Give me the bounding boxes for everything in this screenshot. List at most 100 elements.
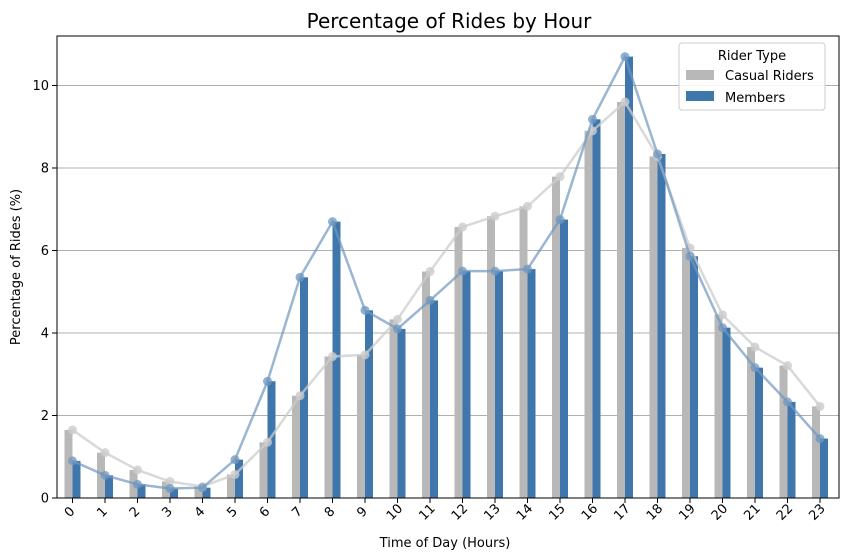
- x-tick-label: 23: [806, 501, 828, 523]
- bar-casual-22: [779, 365, 788, 498]
- x-tick-label: 11: [416, 501, 438, 523]
- x-tick-label: 8: [322, 504, 338, 520]
- members-point-21: [750, 363, 760, 373]
- bar-members-8: [332, 221, 341, 498]
- casual-point-12: [458, 222, 467, 232]
- bar-members-4: [202, 487, 211, 498]
- bar-casual-20: [714, 314, 723, 498]
- bar-casual-13: [487, 216, 495, 498]
- bar-casual-19: [682, 248, 690, 498]
- legend: Rider Type Casual Riders Members: [678, 42, 826, 111]
- bar-casual-0: [64, 429, 73, 498]
- x-tick-label: 2: [127, 504, 143, 520]
- bar-casual-5: [227, 474, 235, 498]
- members-point-18: [653, 149, 662, 159]
- members-point-19: [685, 251, 695, 261]
- casual-point-5: [230, 469, 240, 479]
- y-tick-label: 6: [41, 244, 49, 259]
- x-tick-label: 20: [709, 501, 731, 523]
- bars: [64, 56, 828, 499]
- bar-casual-15: [552, 176, 560, 498]
- bar-casual-16: [584, 130, 593, 498]
- bar-members-13: [495, 271, 503, 498]
- x-tick-label: 9: [354, 504, 370, 520]
- x-tick-label: 6: [257, 504, 273, 520]
- casual-point-1: [100, 448, 110, 458]
- members-point-22: [783, 397, 792, 407]
- casual-point-7: [295, 391, 305, 401]
- x-tick-label: 4: [192, 504, 208, 520]
- y-tick-label: 0: [41, 492, 49, 507]
- bar-members-19: [690, 256, 698, 498]
- bar-casual-10: [389, 319, 398, 498]
- bar-members-6: [267, 381, 276, 498]
- members-point-2: [133, 479, 142, 489]
- y-tick-label: 4: [41, 327, 49, 342]
- casual-point-2: [133, 465, 142, 475]
- y-tick-label: 10: [32, 79, 49, 94]
- bar-members-10: [397, 328, 406, 498]
- casual-point-13: [490, 211, 500, 221]
- x-tick-label: 1: [94, 504, 110, 520]
- x-tick-label: 19: [676, 501, 698, 523]
- y-axis-label: Percentage of Rides (%): [9, 189, 24, 345]
- bar-casual-23: [812, 406, 820, 498]
- members-point-17: [620, 52, 630, 62]
- members-point-23: [815, 434, 825, 444]
- y-tick-label: 2: [41, 409, 49, 424]
- x-tick-label: 5: [224, 504, 240, 520]
- members-point-20: [718, 323, 727, 333]
- legend-label-members: Members: [725, 91, 785, 106]
- bar-members-9: [365, 310, 373, 498]
- members-point-5: [230, 455, 240, 465]
- bar-members-14: [527, 269, 536, 498]
- bar-members-2: [137, 484, 146, 498]
- x-tick-label: 15: [546, 501, 568, 523]
- trend-lines: [68, 52, 825, 494]
- members-point-7: [295, 272, 305, 282]
- members-point-4: [198, 483, 207, 493]
- bar-casual-21: [747, 347, 755, 498]
- bar-casual-9: [357, 354, 365, 498]
- y-tick-label: 8: [41, 162, 49, 177]
- casual-point-21: [750, 342, 760, 352]
- bar-members-1: [105, 475, 113, 498]
- bar-casual-8: [324, 356, 333, 498]
- x-tick-label: 22: [774, 501, 796, 523]
- bar-members-15: [560, 219, 568, 498]
- x-tick-label: 18: [644, 501, 666, 523]
- casual-point-6: [263, 437, 272, 447]
- members-point-8: [328, 217, 337, 227]
- bar-casual-11: [422, 271, 430, 498]
- casual-point-0: [68, 425, 77, 435]
- members-point-6: [263, 376, 272, 386]
- x-tick-label: 21: [741, 501, 763, 523]
- x-tick-label: 12: [449, 501, 471, 523]
- x-tick-label: 17: [611, 501, 633, 523]
- bar-members-0: [72, 460, 81, 498]
- chart-title: Percentage of Rides by Hour: [307, 9, 593, 33]
- legend-label-casual: Casual Riders: [725, 69, 814, 84]
- bar-members-22: [787, 401, 796, 498]
- bar-casual-6: [259, 442, 268, 498]
- bar-casual-17: [617, 102, 625, 498]
- x-tick-label: 16: [579, 501, 601, 523]
- members-point-0: [68, 456, 77, 466]
- casual-point-11: [425, 267, 435, 277]
- plot-frame: [56, 35, 840, 499]
- x-tick-label: 3: [159, 504, 175, 520]
- bar-members-11: [430, 300, 438, 498]
- bar-casual-12: [454, 226, 463, 499]
- casual-point-3: [165, 477, 175, 486]
- bar-members-7: [300, 277, 308, 498]
- casual-point-14: [523, 201, 532, 211]
- x-tick-label: 10: [384, 501, 406, 523]
- casual-point-20: [718, 310, 727, 320]
- casual-point-15: [555, 172, 565, 182]
- legend-box: [678, 42, 826, 111]
- bar-members-12: [462, 271, 471, 498]
- x-tick-label: 13: [481, 501, 503, 523]
- bar-casual-4: [194, 486, 203, 498]
- members-point-14: [523, 264, 532, 274]
